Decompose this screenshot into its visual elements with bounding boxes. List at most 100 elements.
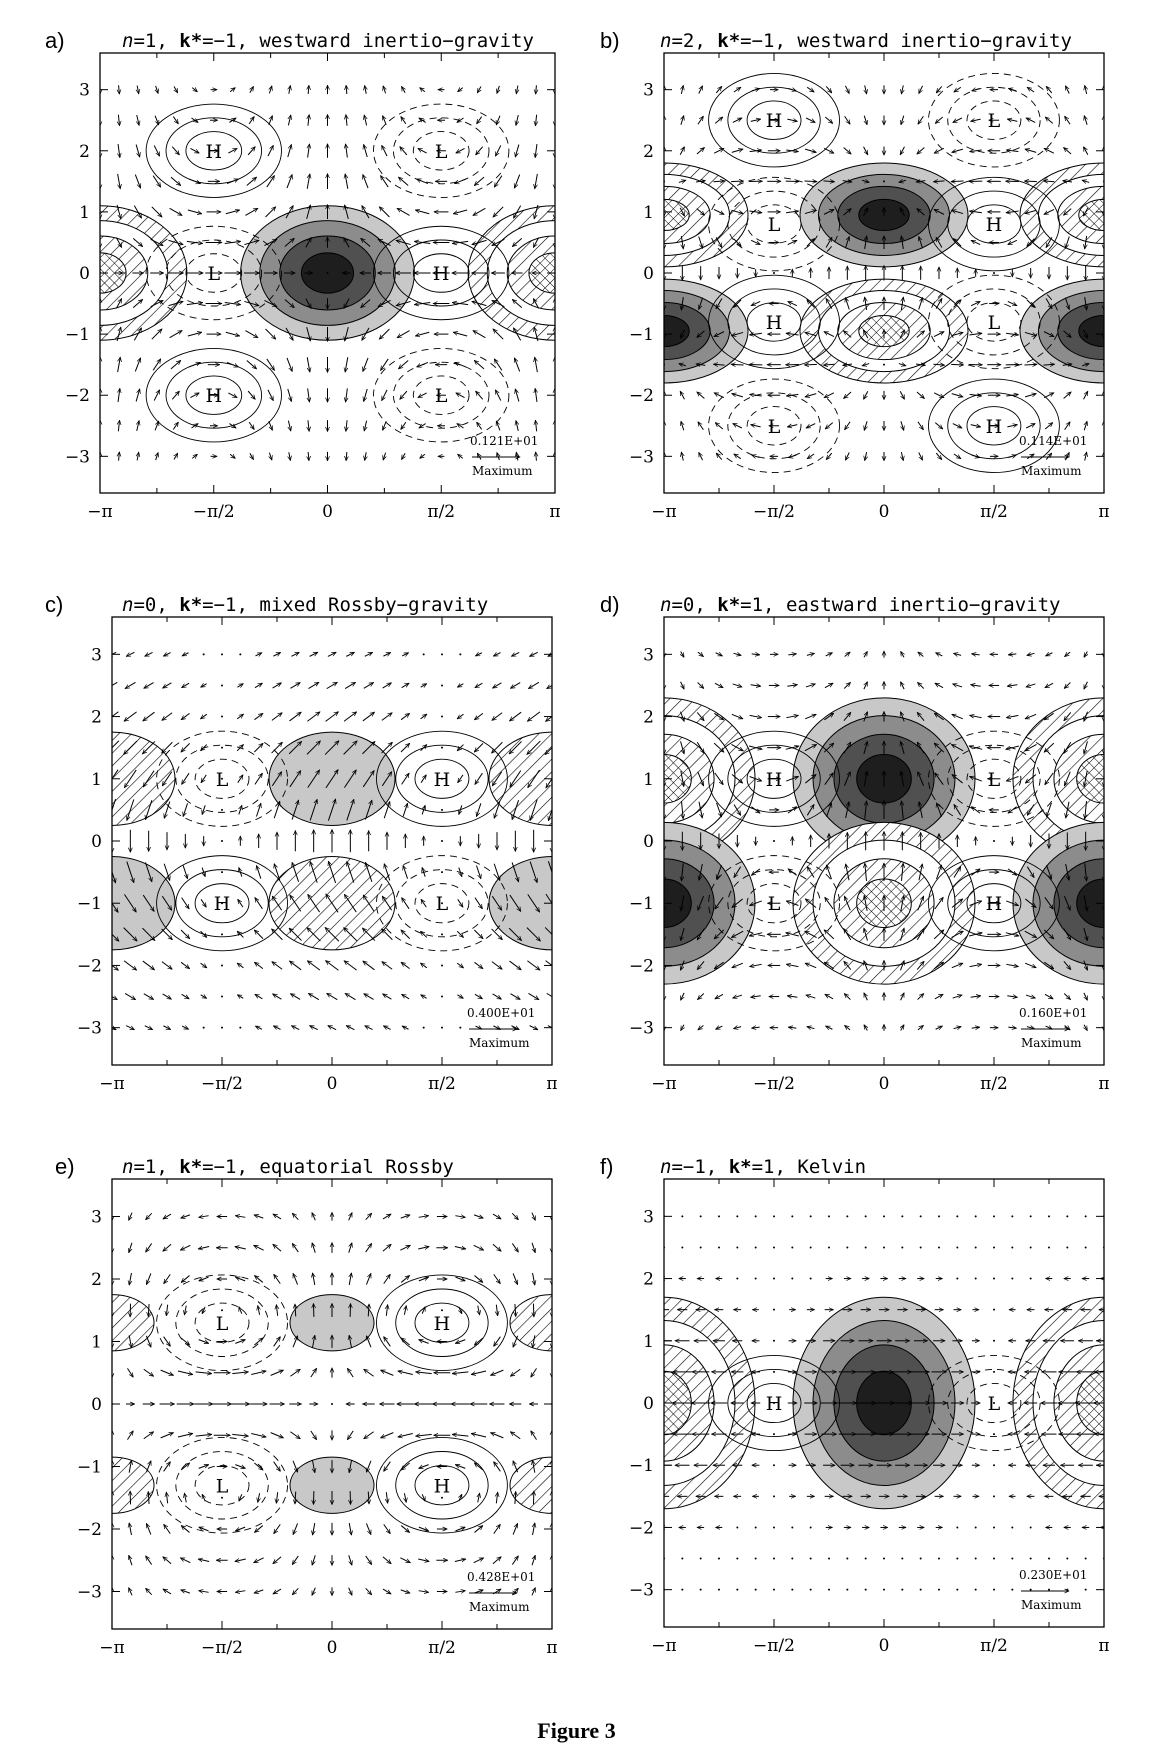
velocity-arrow: [787, 996, 798, 998]
velocity-arrow: [383, 452, 385, 460]
velocity-arrow: [416, 1372, 432, 1374]
velocity-arrow: [714, 712, 723, 720]
velocity-arrow: [180, 1244, 191, 1251]
velocity-arrow: [511, 1212, 518, 1219]
velocity-dot: [1048, 1557, 1050, 1560]
velocity-arrow: [401, 652, 408, 656]
velocity-dot: [809, 1557, 812, 1560]
velocity-arrow: [255, 1276, 264, 1283]
velocity-arrow: [199, 1527, 209, 1532]
velocity-arrow: [112, 740, 120, 749]
velocity-arrow: [511, 1588, 518, 1596]
velocity-arrow: [154, 421, 159, 431]
velocity-arrow: [364, 115, 366, 126]
velocity-dot: [993, 1215, 995, 1218]
velocity-arrow: [750, 685, 761, 687]
velocity-arrow: [128, 1588, 132, 1596]
velocity-arrow: [183, 803, 189, 816]
velocity-arrow: [474, 1463, 484, 1471]
velocity-arrow: [420, 775, 426, 783]
velocity-arrow: [291, 1025, 300, 1031]
velocity-arrow: [496, 1492, 497, 1504]
velocity-arrow: [163, 863, 170, 881]
velocity-arrow: [271, 713, 282, 721]
high-pressure-label: H: [206, 385, 223, 407]
velocity-arrow: [288, 741, 301, 755]
field-layer: [664, 73, 1104, 473]
velocity-arrow: [1026, 866, 1034, 878]
velocity-arrow: [381, 1370, 394, 1376]
velocity-arrow: [170, 176, 181, 185]
velocity-arrow: [382, 1588, 391, 1594]
velocity-arrow: [124, 711, 137, 721]
pressure-contour: [156, 855, 288, 952]
pressure-contour: [194, 1302, 250, 1343]
velocity-arrow: [198, 1559, 210, 1561]
velocity-arrow: [295, 1304, 296, 1317]
velocity-arrow: [934, 208, 945, 215]
velocity-arrow: [473, 207, 486, 216]
positive-anomaly-contour: [1076, 878, 1104, 928]
velocity-arrow: [536, 85, 537, 94]
velocity-arrow: [823, 364, 835, 365]
velocity-arrow: [547, 682, 552, 688]
velocity-arrow: [292, 1555, 299, 1565]
velocity-arrow: [547, 861, 552, 874]
velocity-dot: [202, 1026, 205, 1029]
high-pressure-label: H: [434, 769, 451, 791]
velocity-arrow: [119, 452, 120, 461]
velocity-arrow: [287, 388, 292, 401]
velocity-arrow: [751, 996, 761, 998]
velocity-arrow: [226, 179, 238, 185]
velocity-arrow: [1065, 651, 1071, 656]
velocity-arrow: [347, 862, 355, 883]
negative-anomaly-contour: [100, 252, 127, 294]
velocity-arrow: [264, 238, 276, 247]
velocity-dot: [974, 1215, 977, 1218]
velocity-arrow: [474, 961, 482, 968]
n-value: 1: [144, 30, 157, 52]
velocity-arrow: [935, 773, 944, 785]
velocity-arrow: [678, 180, 686, 182]
velocity-arrow: [509, 960, 522, 970]
velocity-arrow: [805, 332, 817, 337]
velocity-arrow: [397, 207, 410, 216]
velocity-arrow: [1026, 117, 1036, 123]
velocity-arrow: [404, 1306, 406, 1315]
k-value: −1: [751, 30, 775, 52]
velocity-arrow: [400, 1589, 410, 1593]
velocity-arrow: [512, 299, 523, 309]
low-pressure-label: L: [988, 769, 1001, 791]
pressure-contour: [414, 1302, 470, 1343]
velocity-arrow: [150, 238, 163, 247]
velocity-arrow: [455, 1465, 466, 1469]
velocity-arrow: [400, 390, 408, 399]
velocity-arrow: [1085, 297, 1087, 310]
velocity-arrow: [402, 898, 410, 910]
velocity-dot: [809, 1246, 812, 1249]
y-tick-label: −2: [629, 956, 654, 976]
velocity-arrow: [1066, 801, 1070, 818]
velocity-arrow: [750, 964, 762, 966]
velocity-arrow: [347, 1430, 354, 1440]
velocity-arrow: [163, 1243, 172, 1251]
velocity-arrow: [865, 863, 867, 881]
velocity-arrow: [308, 682, 318, 689]
velocity-arrow: [899, 146, 905, 155]
velocity-arrow: [345, 174, 349, 189]
velocity-arrow: [112, 1026, 116, 1031]
velocity-arrow: [936, 652, 943, 656]
velocity-dot: [441, 933, 443, 936]
y-tick-label: 2: [79, 142, 90, 162]
y-tick-label: 3: [91, 1208, 102, 1228]
velocity-arrow: [151, 329, 162, 340]
velocity-arrow: [696, 741, 704, 753]
velocity-arrow: [364, 145, 368, 158]
velocity-dot: [681, 1215, 684, 1218]
velocity-arrow: [532, 237, 540, 248]
velocity-arrow: [1046, 86, 1053, 94]
pressure-contour: [412, 131, 470, 171]
velocity-arrow: [458, 774, 464, 783]
field-layer: [664, 1215, 1104, 1591]
velocity-arrow: [368, 1491, 369, 1504]
